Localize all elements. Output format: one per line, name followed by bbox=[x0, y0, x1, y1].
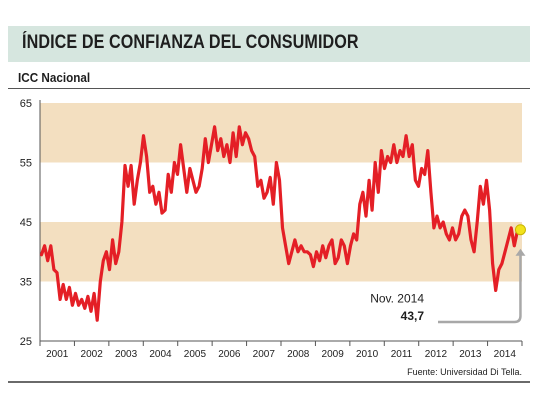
x-tick-label: 2002 bbox=[81, 349, 104, 360]
title-divider bbox=[8, 88, 530, 89]
band-1 bbox=[40, 103, 522, 163]
callout: Nov. 2014 43,7 bbox=[370, 224, 526, 324]
x-tick-label: 2010 bbox=[356, 349, 379, 360]
x-tick-label: 2003 bbox=[115, 349, 138, 360]
x-tick-label: 2005 bbox=[184, 349, 207, 360]
x-tick-label: 2001 bbox=[46, 349, 69, 360]
y-tick-label: 55 bbox=[20, 158, 32, 170]
x-tick-label: 2011 bbox=[391, 349, 413, 360]
callout-connector bbox=[438, 254, 522, 324]
x-tick-label: 2006 bbox=[218, 349, 241, 360]
last-point-marker bbox=[514, 224, 526, 236]
x-tick-label: 2014 bbox=[494, 349, 517, 360]
y-tick-label: 25 bbox=[20, 336, 32, 348]
y-tick-label: 45 bbox=[20, 217, 32, 229]
x-tick-label: 2009 bbox=[322, 349, 345, 360]
icc-line bbox=[39, 125, 523, 322]
x-axis-labels: 2001 2002 2003 2004 2005 2006 2007 2008 2009 2010… bbox=[46, 349, 516, 360]
x-tick-label: 2004 bbox=[149, 349, 172, 360]
y-tick-label: 65 bbox=[20, 98, 32, 110]
series-line bbox=[39, 125, 523, 322]
x-tick-label: 2013 bbox=[459, 349, 482, 360]
bottom-divider bbox=[8, 381, 530, 383]
shaded-bands bbox=[40, 103, 522, 282]
page-title: ÍNDICE DE CONFIANZA DEL CONSUMIDOR bbox=[22, 32, 359, 53]
y-tick-label: 35 bbox=[20, 277, 32, 289]
callout-date: Nov. 2014 bbox=[370, 291, 424, 305]
chart-title: ICC Nacional bbox=[18, 70, 91, 85]
axes bbox=[39, 100, 523, 346]
callout-arrow-icon bbox=[515, 248, 526, 256]
x-tick-label: 2008 bbox=[287, 349, 310, 360]
x-tick-label: 2012 bbox=[425, 349, 448, 360]
callout-value: 43,7 bbox=[401, 309, 425, 323]
x-tick-label: 2007 bbox=[253, 349, 276, 360]
y-axis-labels: 25 35 45 55 65 bbox=[20, 98, 32, 348]
header-bar: ÍNDICE DE CONFIANZA DEL CONSUMIDOR bbox=[8, 26, 530, 62]
source-note: Fuente: Universidad Di Tella. bbox=[407, 367, 522, 377]
